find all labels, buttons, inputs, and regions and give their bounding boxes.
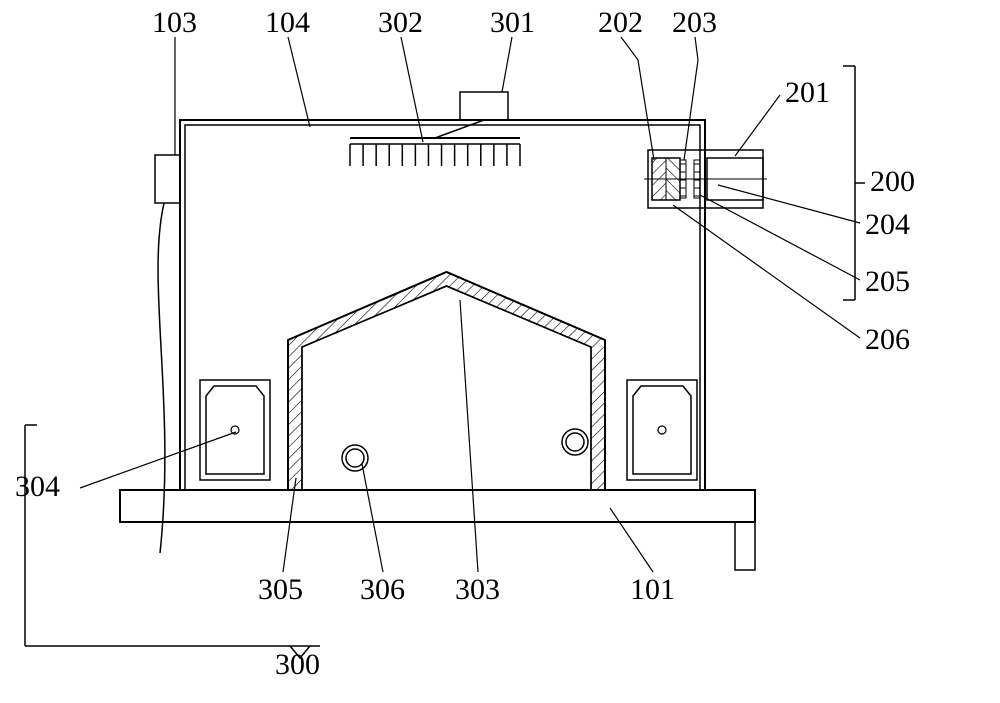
diagram-canvas [0,0,1000,703]
label-101: 101 [630,575,675,605]
label-302: 302 [378,8,423,38]
label-202: 202 [598,8,643,38]
label-306: 306 [360,575,405,605]
label-305: 305 [258,575,303,605]
label-203: 203 [672,8,717,38]
label-304: 304 [15,472,60,502]
label-103: 103 [152,8,197,38]
label-205: 205 [865,267,910,297]
label-104: 104 [265,8,310,38]
label-200: 200 [870,167,915,197]
label-201: 201 [785,78,830,108]
label-301: 301 [490,8,535,38]
label-206: 206 [865,325,910,355]
label-300: 300 [275,650,320,680]
label-204: 204 [865,210,910,240]
label-303: 303 [455,575,500,605]
